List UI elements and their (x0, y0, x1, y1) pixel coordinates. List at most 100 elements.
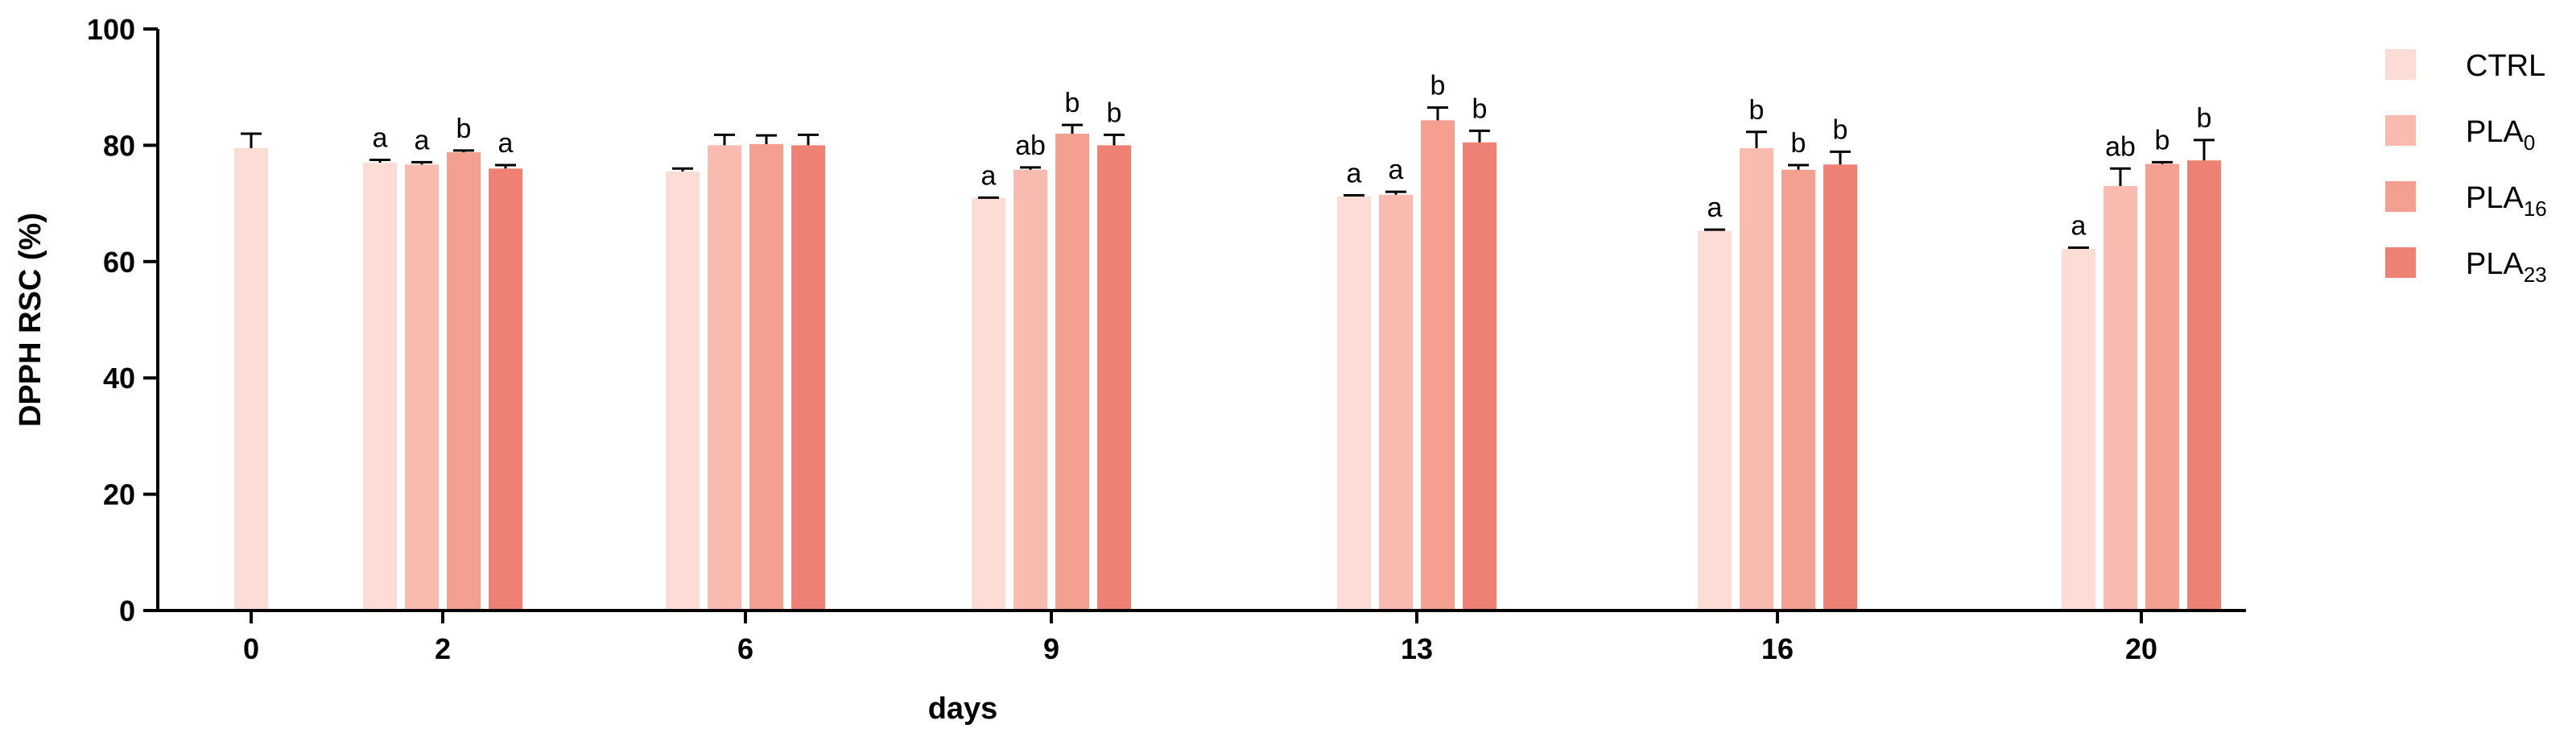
legend-label: PLA0 (2466, 115, 2535, 155)
bar (1463, 142, 1496, 611)
bar (972, 197, 1005, 611)
significance-label: b (1107, 97, 1122, 128)
error-bar (1427, 106, 1448, 121)
bar (666, 171, 700, 611)
y-tick-label: 100 (87, 13, 135, 46)
significance-label: b (1065, 88, 1080, 118)
bar (1823, 164, 1857, 611)
bar (1421, 120, 1455, 611)
significance-label: a (2071, 210, 2087, 241)
error-bar (2152, 160, 2173, 164)
bar (234, 148, 268, 611)
legend-label: PLA16 (2466, 181, 2547, 221)
significance-label: b (456, 114, 472, 144)
error-bar (714, 133, 735, 146)
x-tick-label: 20 (2125, 632, 2157, 665)
y-tick-label: 20 (103, 478, 135, 511)
significance-label: a (1707, 192, 1723, 223)
bar (1740, 148, 1773, 611)
significance-label: a (498, 128, 514, 159)
significance-label: b (1472, 93, 1488, 124)
error-bar (1020, 166, 1041, 170)
bar (2187, 160, 2221, 611)
significance-label: a (415, 125, 430, 155)
significance-label: b (1749, 95, 1765, 126)
bar (708, 145, 741, 611)
bar (2062, 248, 2095, 611)
significance-label: b (1833, 114, 1848, 145)
y-ticks-layer: 0 20 40 60 80 100 (87, 13, 158, 627)
bar (791, 145, 825, 611)
legend-label: CTRL (2466, 49, 2545, 83)
bar (1337, 196, 1371, 611)
error-bar (2110, 167, 2131, 186)
error-bar (2068, 246, 2089, 249)
legend-swatch (2385, 181, 2416, 212)
significance-label: b (2197, 103, 2212, 134)
significance-label: a (1347, 158, 1362, 188)
x-tick-label: 16 (1761, 632, 1794, 665)
error-bar (453, 149, 474, 153)
x-ticks-layer: 0 2 6 9 13 16 20 (243, 611, 2157, 665)
bar (1781, 169, 1815, 611)
error-bar (672, 167, 693, 172)
legend-swatch (2385, 247, 2416, 278)
bar (405, 164, 439, 611)
bar (1097, 145, 1131, 611)
significance-label: b (1791, 128, 1806, 159)
x-axis-title: days (928, 692, 998, 726)
bar (749, 143, 783, 611)
bar (2103, 185, 2137, 611)
x-tick-label: 6 (737, 632, 753, 665)
error-bar (798, 133, 819, 146)
y-axis-title: DPPH RSC (%) (14, 213, 47, 427)
y-tick-label: 40 (103, 362, 135, 395)
error-bar (2194, 139, 2215, 161)
error-bar (1746, 130, 1767, 149)
y-tick-label: 60 (103, 246, 135, 279)
bar (1379, 194, 1413, 611)
bar (1013, 169, 1047, 611)
error-bar (1788, 164, 1809, 170)
bar (2145, 164, 2179, 611)
legend: CTRL PLA0 PLA16 PLA23 (2385, 49, 2547, 287)
bar (1698, 230, 1732, 611)
bar (489, 168, 522, 611)
x-tick-label: 2 (435, 632, 451, 665)
error-bar (411, 160, 432, 165)
significance-label: b (1430, 70, 1446, 101)
significance-label: a (1389, 155, 1404, 185)
error-bar (1830, 150, 1851, 165)
error-bars-layer (241, 106, 2215, 249)
significance-label: ab (2105, 131, 2136, 162)
x-tick-label: 13 (1401, 632, 1433, 665)
bar (447, 152, 481, 611)
significance-label: b (2155, 125, 2170, 155)
significance-label: a (373, 122, 388, 153)
error-bar (1385, 190, 1406, 195)
y-tick-label: 80 (103, 129, 135, 162)
bars-layer (234, 120, 2221, 611)
bar (1055, 133, 1089, 611)
error-bar (241, 132, 262, 149)
x-tick-label: 0 (243, 632, 259, 665)
legend-swatch (2385, 49, 2416, 80)
legend-label: PLA23 (2466, 247, 2547, 287)
error-bar (1104, 133, 1125, 146)
error-bar (495, 164, 516, 169)
significance-label: ab (1015, 130, 1046, 161)
error-bar (1062, 123, 1083, 134)
error-bar (1469, 129, 1490, 143)
error-bar (756, 134, 777, 144)
bar (363, 163, 397, 611)
error-bar (1344, 193, 1364, 197)
x-tick-label: 9 (1043, 632, 1059, 665)
significance-label: a (981, 160, 997, 191)
y-tick-label: 0 (119, 594, 135, 627)
error-bar (369, 158, 390, 164)
legend-swatch (2385, 115, 2416, 146)
axes-layer (156, 29, 2246, 612)
